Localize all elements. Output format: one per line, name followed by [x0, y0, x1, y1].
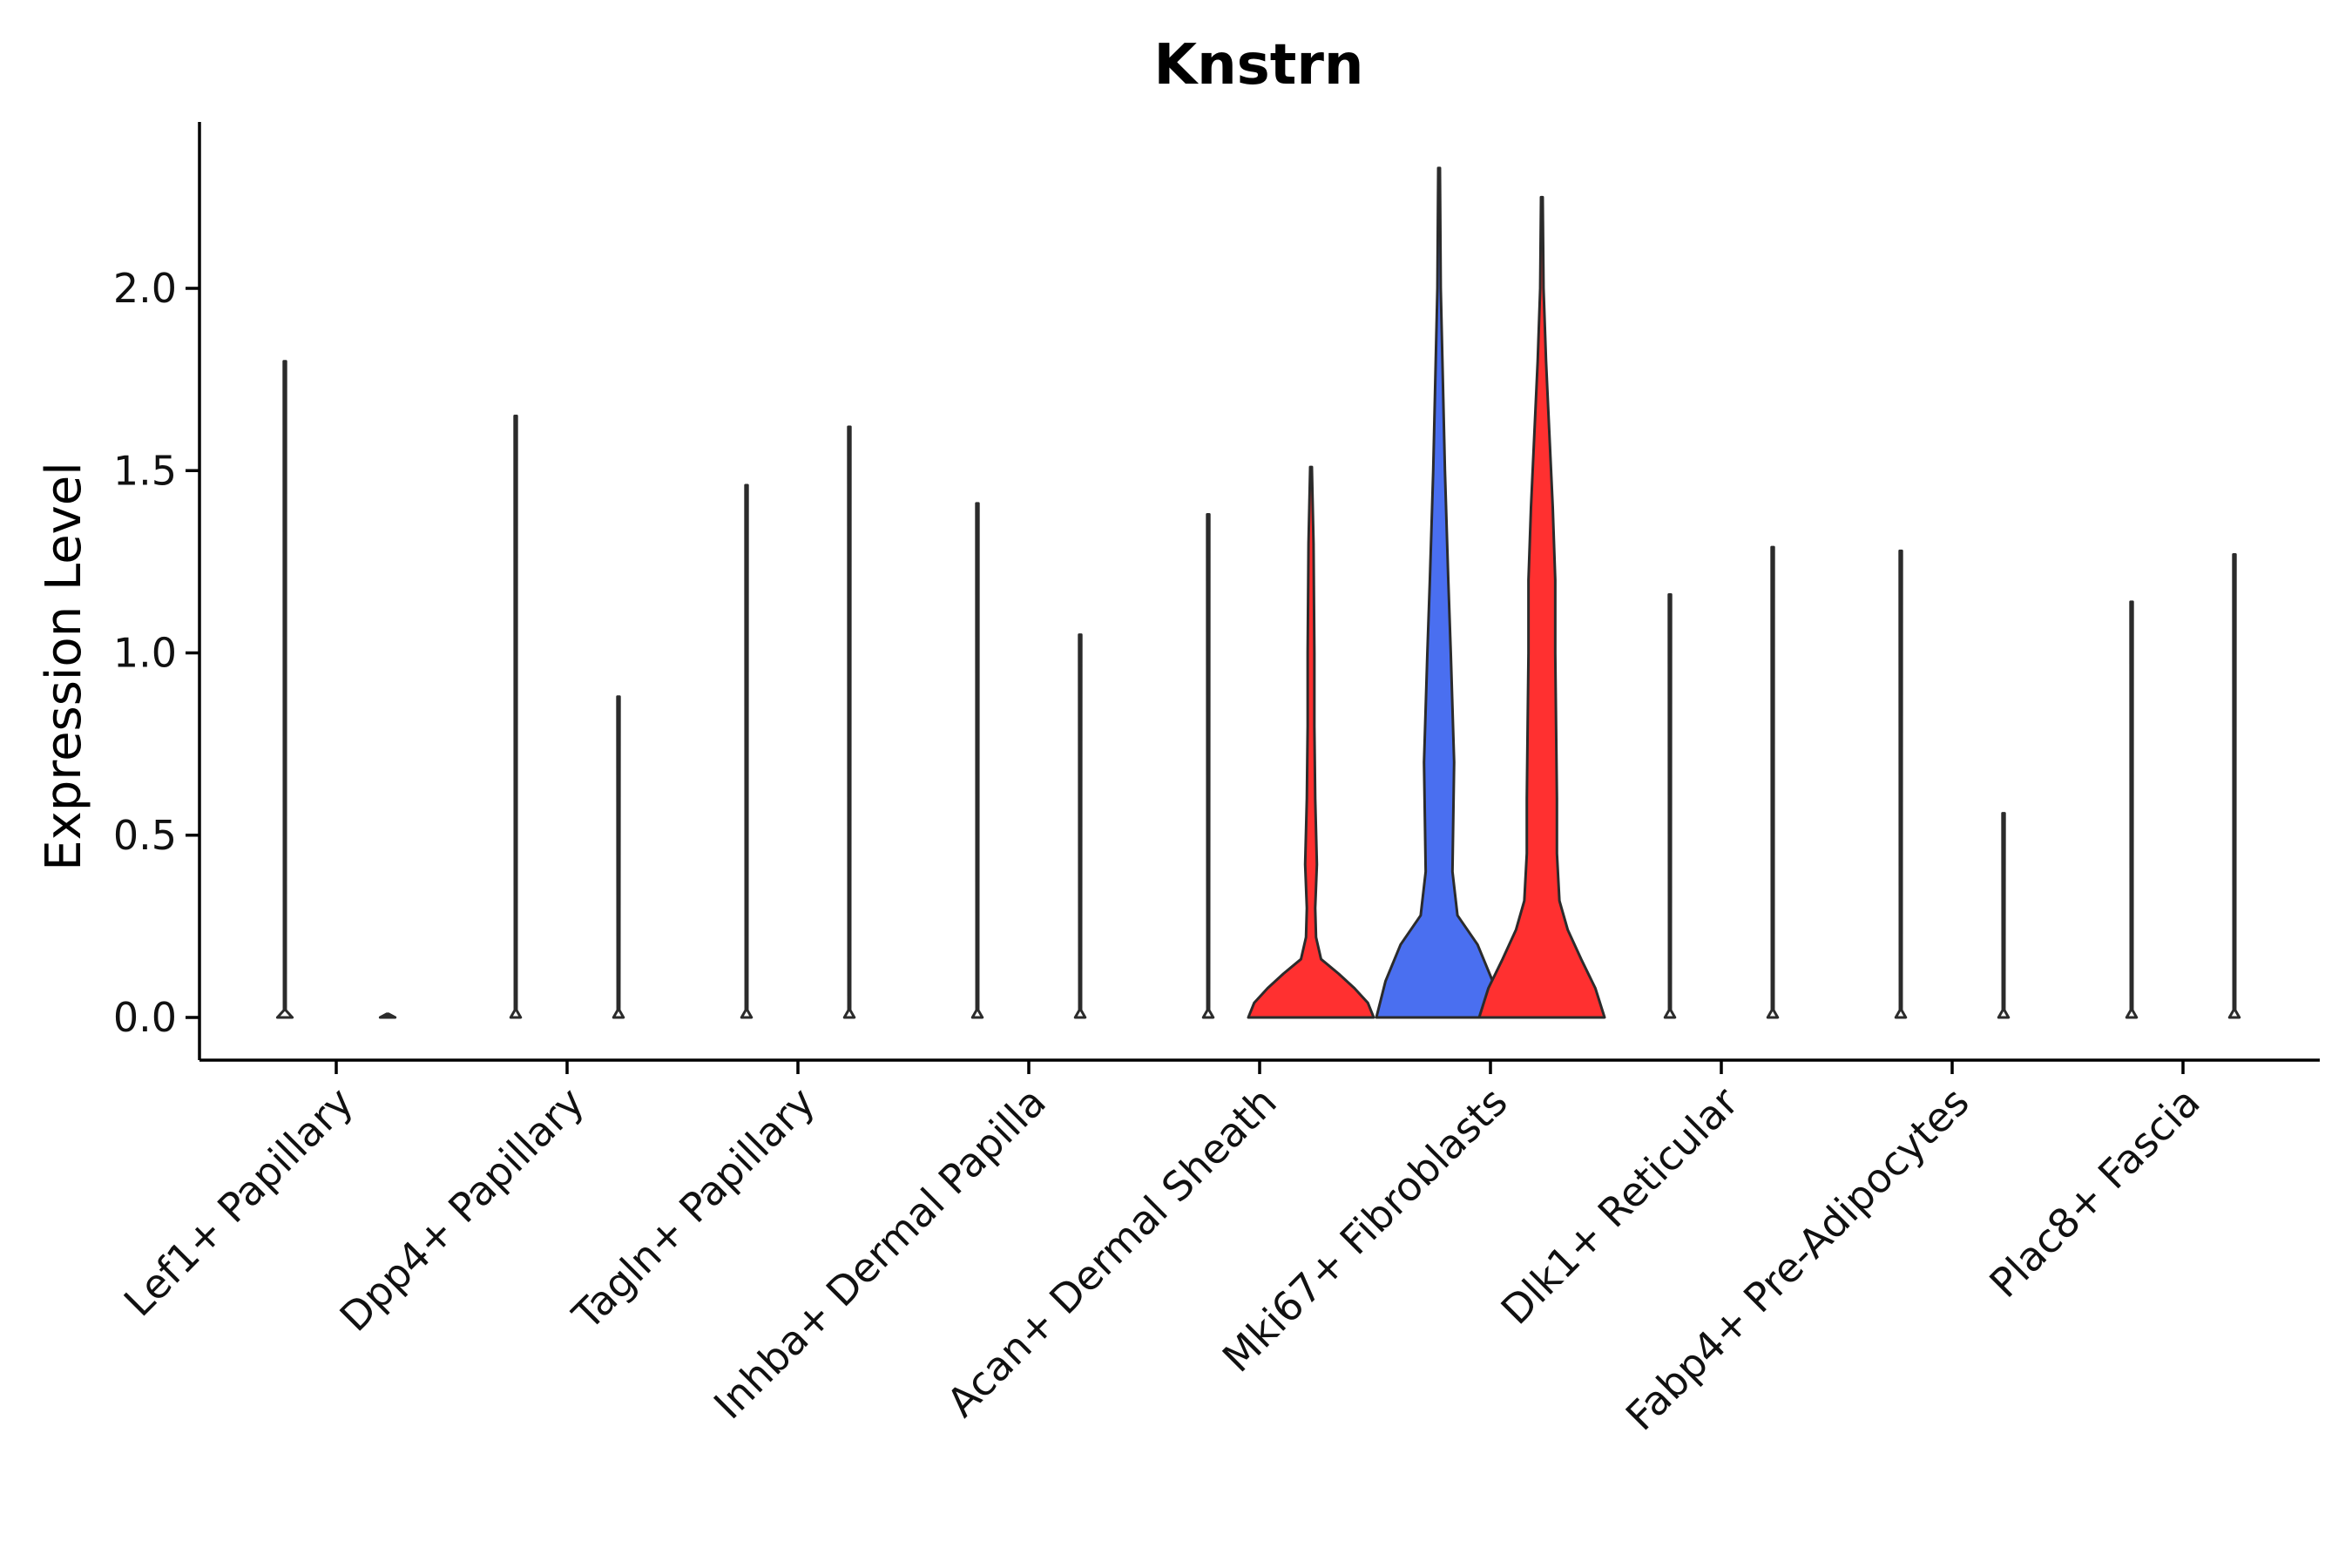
- violin-right: [612, 695, 625, 1019]
- y-axis-label: Expression Level: [36, 462, 92, 871]
- y-ticks: 0.0 0.5 1.0 1.5 2.0: [113, 265, 199, 1041]
- category-label: Dlk1+ Reticular: [1492, 1078, 1747, 1334]
- violin-left: [1201, 512, 1215, 1019]
- violin-left: [1663, 593, 1677, 1019]
- y-tick-label: 2.0: [113, 265, 177, 312]
- violin-right: [842, 425, 856, 1019]
- category-label: Lef1+ Papillary: [115, 1078, 362, 1326]
- violin-right: [1477, 195, 1606, 1019]
- violin-left: [1894, 549, 1908, 1019]
- violin-left: [2125, 600, 2139, 1019]
- chart-title: Knstrn: [1154, 33, 1364, 98]
- y-tick-label: 0.5: [113, 812, 177, 859]
- violin-right: [1766, 545, 1780, 1019]
- category-label: Plac8+ Fascia: [1980, 1078, 2208, 1307]
- violins-layer: [275, 166, 2241, 1019]
- violin-left: [275, 360, 294, 1019]
- y-tick-label: 1.0: [113, 630, 177, 677]
- violin-left: [509, 414, 523, 1019]
- y-tick-label: 1.5: [113, 447, 177, 494]
- y-tick-label: 0.0: [113, 994, 177, 1041]
- violin-right: [1997, 812, 2011, 1019]
- category-label: Tagln+ Papillary: [563, 1078, 824, 1340]
- violin-right: [1247, 465, 1375, 1019]
- violin-right: [1073, 633, 1087, 1019]
- violin-left: [740, 483, 754, 1019]
- category-label: Dpp4+ Papillary: [331, 1078, 593, 1341]
- violin-left: [1375, 166, 1504, 1019]
- violin-right: [2227, 553, 2241, 1019]
- violin-right: [378, 1012, 397, 1019]
- violin-left: [970, 502, 984, 1019]
